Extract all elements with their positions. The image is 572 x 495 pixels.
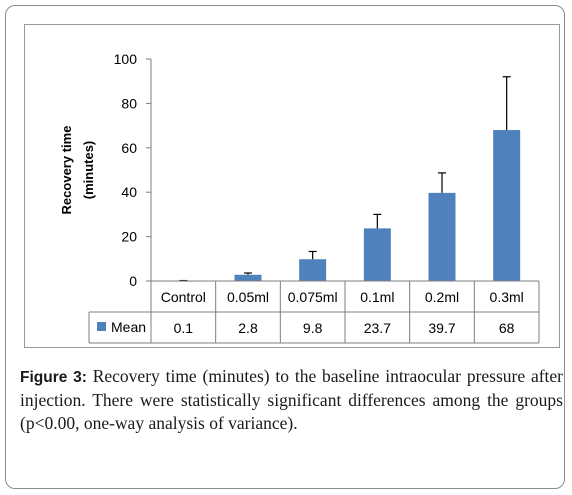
y-axis-label-line: Recovery time	[59, 126, 74, 215]
chart-area: Recovery time (minutes) 0 20 40 60 80 100 Cont…	[24, 24, 560, 348]
error-bars	[179, 76, 511, 282]
category-label: 0.05ml	[227, 289, 269, 305]
value-label: 23.7	[364, 320, 391, 336]
caption-text: Recovery time (minutes) to the baseline …	[20, 366, 563, 433]
value-label: 2.8	[238, 320, 258, 336]
y-tick-label: 60	[121, 140, 137, 156]
value-label: 9.8	[303, 320, 323, 336]
bars	[169, 130, 521, 282]
y-axis-ticks: 0 20 40 60 80 100	[114, 51, 151, 289]
category-label: Control	[161, 289, 206, 305]
legend-label: Mean	[111, 319, 146, 335]
y-tick-label: 0	[129, 273, 137, 289]
bar-chart: Recovery time (minutes) 0 20 40 60 80 100 Cont…	[59, 51, 540, 344]
y-axis-label-line: (minutes)	[81, 141, 96, 200]
y-tick-label: 40	[121, 184, 137, 200]
y-tick-label: 100	[114, 51, 138, 67]
value-label: 0.1	[174, 320, 194, 336]
value-label: 68	[499, 320, 515, 336]
legend-swatch	[97, 322, 106, 331]
category-label: 0.2ml	[425, 289, 459, 305]
figure-frame: Recovery time (minutes) 0 20 40 60 80 100 Cont…	[5, 5, 565, 489]
bar	[363, 228, 391, 281]
category-label: 0.075ml	[288, 289, 338, 305]
bar	[428, 192, 456, 281]
bar	[299, 259, 327, 281]
y-tick-label: 20	[121, 229, 137, 245]
caption-label: Figure 3:	[20, 369, 87, 386]
category-label: 0.1ml	[360, 289, 394, 305]
category-label: 0.3ml	[490, 289, 524, 305]
bar	[234, 274, 262, 281]
bar	[493, 130, 521, 281]
y-axis-label: Recovery time (minutes)	[59, 126, 96, 215]
y-tick-label: 80	[121, 95, 137, 111]
value-label: 39.7	[428, 320, 455, 336]
data-table: Control 0.05ml 0.075ml 0.1ml 0.2ml 0.3ml Mean 0…	[88, 280, 540, 344]
figure-caption: Figure 3: Recovery time (minutes) to the…	[20, 365, 563, 435]
